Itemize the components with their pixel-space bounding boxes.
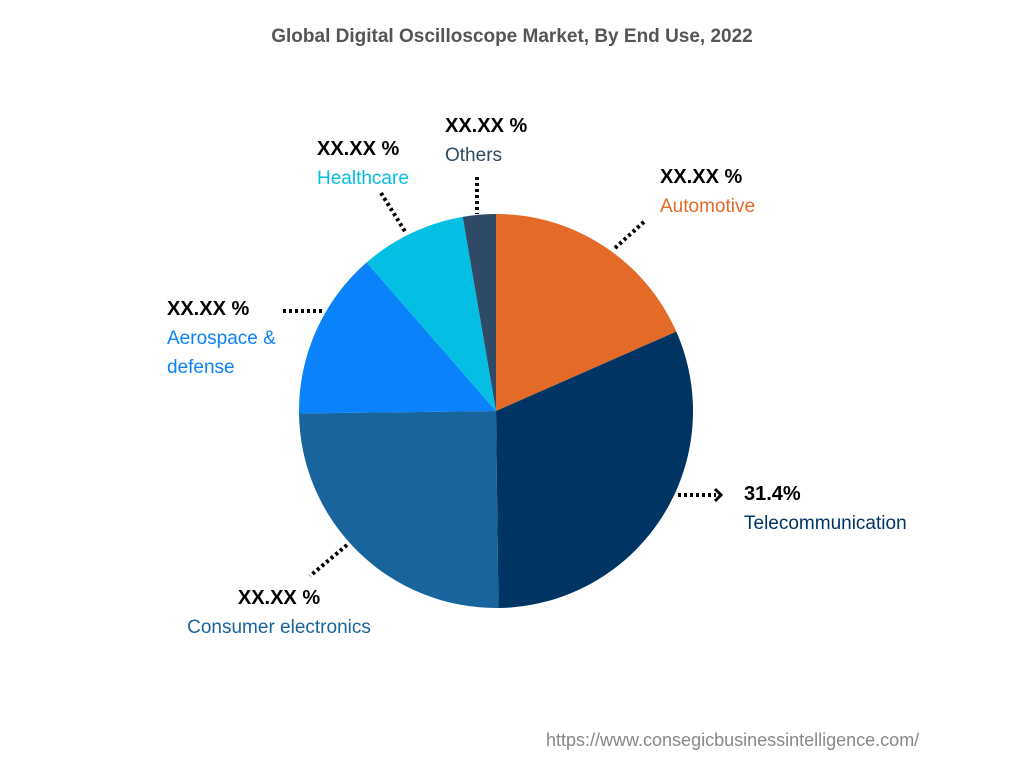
slice-value: XX.XX % — [660, 166, 743, 188]
leader-line-healthcare — [379, 191, 408, 235]
pie-slice-aerospace-defense — [299, 262, 496, 414]
slice-value: 31.4% — [744, 483, 801, 505]
slice-label-consumer-electronics: XX.XX % Consumer electronics — [174, 584, 384, 642]
slice-name: Automotive — [660, 196, 756, 217]
source-url: https://www.consegicbusinessintelligence… — [546, 730, 920, 750]
slice-value: XX.XX % — [237, 587, 321, 609]
slice-name: Telecommunication — [744, 513, 907, 534]
pie-slice-automotive — [496, 214, 677, 411]
slice-value: XX.XX % — [317, 138, 400, 160]
pie-slice-telecommunication — [496, 331, 693, 608]
slice-value: XX.XX % — [167, 298, 250, 320]
slice-value: XX.XX % — [445, 115, 528, 137]
pie-slice-consumer-electronics — [299, 411, 499, 608]
slice-label-telecommunication: 31.4% Telecommunication — [744, 480, 907, 538]
leader-line-consumer-electronics — [308, 543, 349, 578]
slice-label-automotive: XX.XX % Automotive — [660, 163, 755, 221]
leader-line-automotive — [613, 218, 648, 250]
slice-name: Others — [445, 145, 503, 166]
arrow-head-icon — [713, 487, 724, 503]
chart-title: Global Digital Oscilloscope Market, By E… — [271, 26, 753, 47]
slice-name: Healthcare — [317, 168, 409, 189]
slice-name: Consumer electronics — [187, 617, 371, 638]
slice-label-healthcare: XX.XX % Healthcare — [317, 135, 409, 193]
slice-label-aerospace: XX.XX % Aerospace & defense — [167, 295, 297, 382]
pie-slice-healthcare — [366, 216, 496, 411]
slice-label-others: XX.XX % Others — [445, 112, 527, 170]
pie-slice-others — [462, 214, 496, 411]
slice-name: Aerospace & defense — [167, 328, 276, 378]
